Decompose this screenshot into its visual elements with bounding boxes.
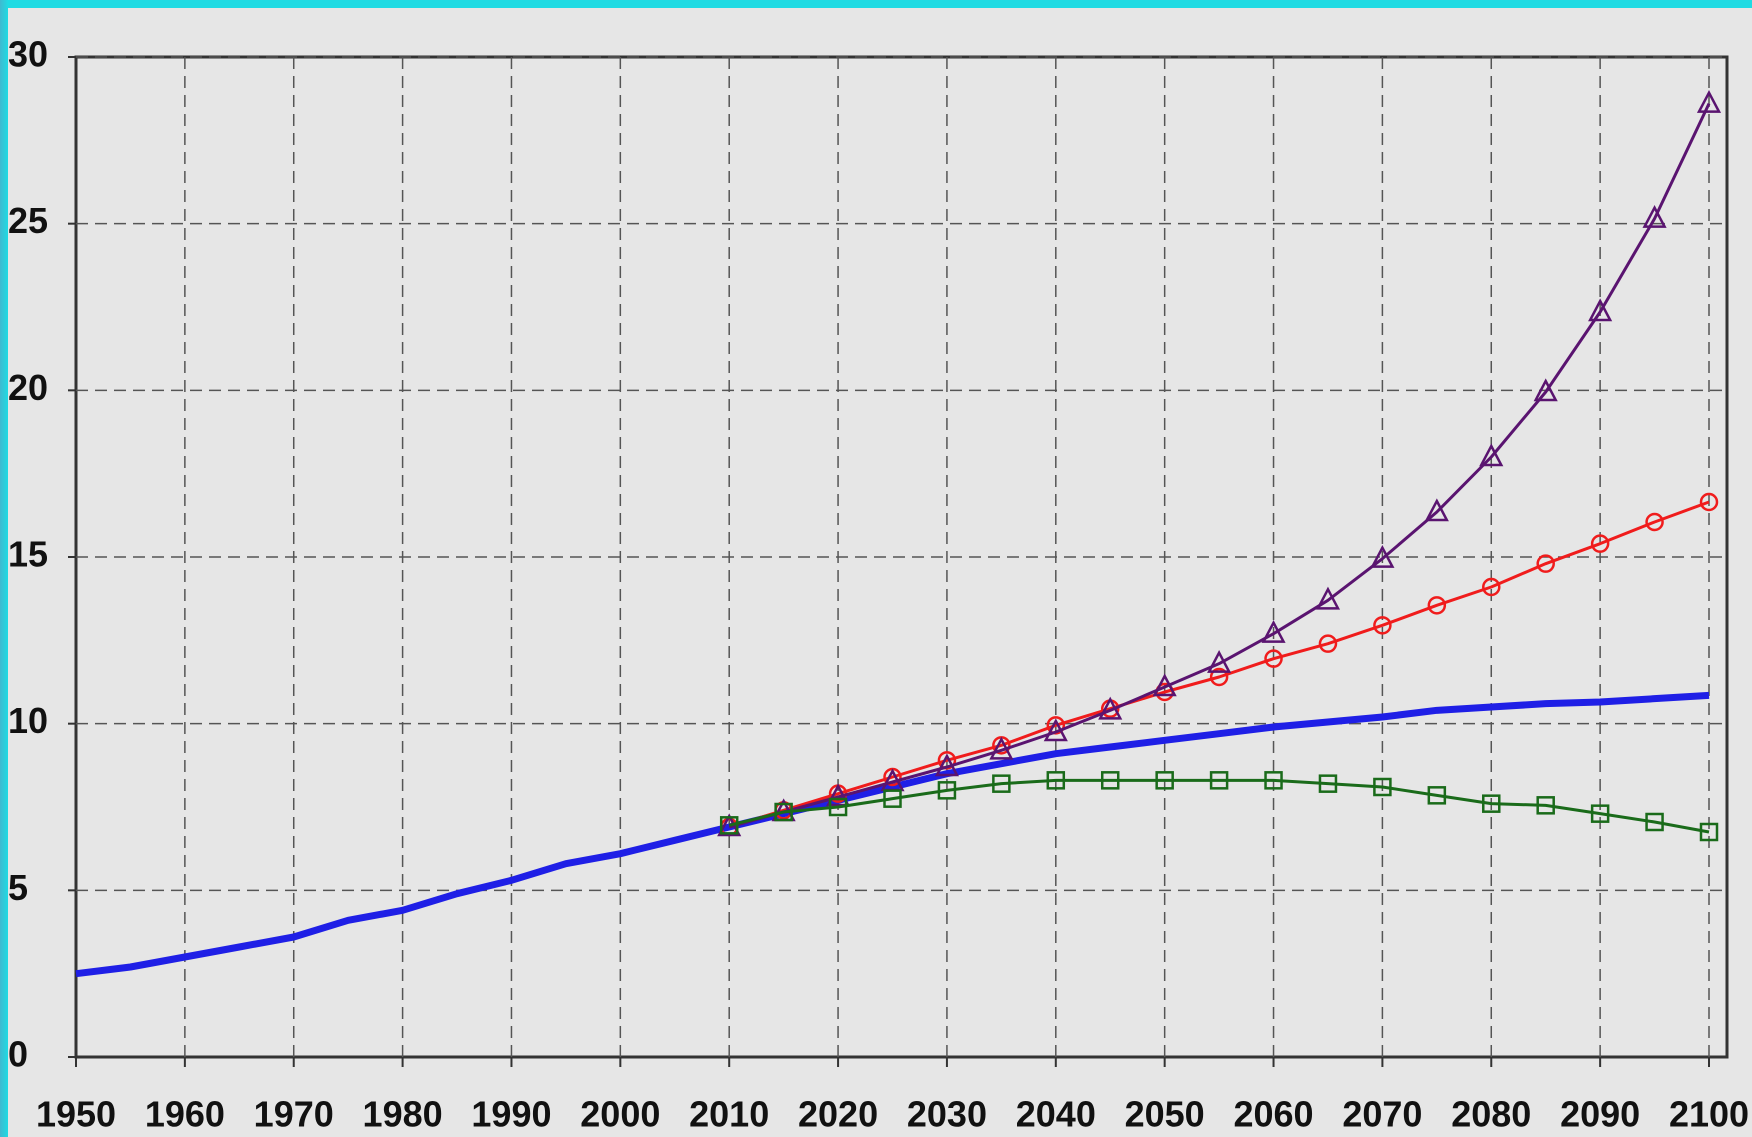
x-tick-label: 2070 xyxy=(1342,1094,1422,1135)
point xyxy=(1318,774,1338,793)
edge xyxy=(0,0,8,1137)
point xyxy=(1642,204,1667,228)
y-tick-label: 30 xyxy=(8,34,48,75)
point xyxy=(934,753,960,777)
x-tick-label: 2100 xyxy=(1669,1094,1749,1135)
point xyxy=(1427,786,1447,805)
point xyxy=(1373,616,1392,635)
x-tick-label: 2060 xyxy=(1233,1094,1313,1135)
background xyxy=(8,8,1752,1137)
point xyxy=(1645,512,1664,532)
point xyxy=(1588,298,1613,322)
point xyxy=(989,736,1014,760)
point xyxy=(1370,544,1395,568)
point xyxy=(1046,771,1066,790)
point xyxy=(1536,796,1555,815)
x-tick-label: 2080 xyxy=(1451,1094,1531,1135)
x-tick-label: 1980 xyxy=(363,1094,443,1135)
series-line xyxy=(728,500,1710,829)
point xyxy=(1207,649,1232,673)
y-tick-label: 5 xyxy=(8,867,28,908)
point xyxy=(1152,673,1177,697)
point xyxy=(1043,718,1068,742)
x-tick-label: 2030 xyxy=(907,1094,987,1135)
point xyxy=(828,797,848,817)
point xyxy=(1100,771,1120,790)
point xyxy=(1696,89,1722,113)
y-tick-label: 15 xyxy=(8,534,48,575)
point xyxy=(1264,771,1283,790)
point xyxy=(883,789,902,808)
point xyxy=(1373,777,1392,797)
point xyxy=(1264,649,1283,668)
point xyxy=(719,816,739,835)
x-tick-label: 1970 xyxy=(254,1094,334,1135)
point xyxy=(1209,771,1229,790)
point xyxy=(992,774,1011,793)
point xyxy=(1261,619,1286,643)
point xyxy=(1479,443,1504,467)
point xyxy=(1536,554,1555,573)
x-tick-label: 1990 xyxy=(471,1094,551,1135)
y-tick-label: 10 xyxy=(8,700,48,741)
x-tick-label: 2020 xyxy=(798,1094,878,1135)
point xyxy=(1424,498,1449,522)
point xyxy=(774,802,793,822)
point xyxy=(1209,667,1229,687)
point xyxy=(1155,771,1174,790)
y-tick-label: 0 xyxy=(8,1034,28,1075)
x-tick-label: 2000 xyxy=(580,1094,660,1135)
point xyxy=(1645,812,1664,832)
series-line xyxy=(728,778,1710,834)
point xyxy=(825,783,851,807)
x-tick-label: 1960 xyxy=(145,1094,225,1135)
x-tick-label: 2040 xyxy=(1016,1094,1096,1135)
point xyxy=(937,781,957,800)
y-tick-label: 25 xyxy=(8,200,48,241)
point xyxy=(1699,822,1719,842)
point xyxy=(1533,378,1558,402)
point xyxy=(1482,794,1501,813)
x-tick-label: 2050 xyxy=(1125,1094,1205,1135)
y-tick-label: 20 xyxy=(8,367,48,408)
point xyxy=(1315,586,1341,610)
series-line xyxy=(75,691,1710,978)
x-tick-label: 2010 xyxy=(689,1094,769,1135)
point xyxy=(1590,534,1610,553)
point xyxy=(1590,804,1610,823)
x-tick-label: 1950 xyxy=(36,1094,116,1135)
point xyxy=(1427,596,1447,615)
point xyxy=(1699,492,1719,512)
x-tick-label: 2090 xyxy=(1560,1094,1640,1135)
point xyxy=(1318,634,1338,653)
point xyxy=(1098,696,1123,720)
point xyxy=(1482,577,1501,597)
series-line xyxy=(728,103,1711,829)
